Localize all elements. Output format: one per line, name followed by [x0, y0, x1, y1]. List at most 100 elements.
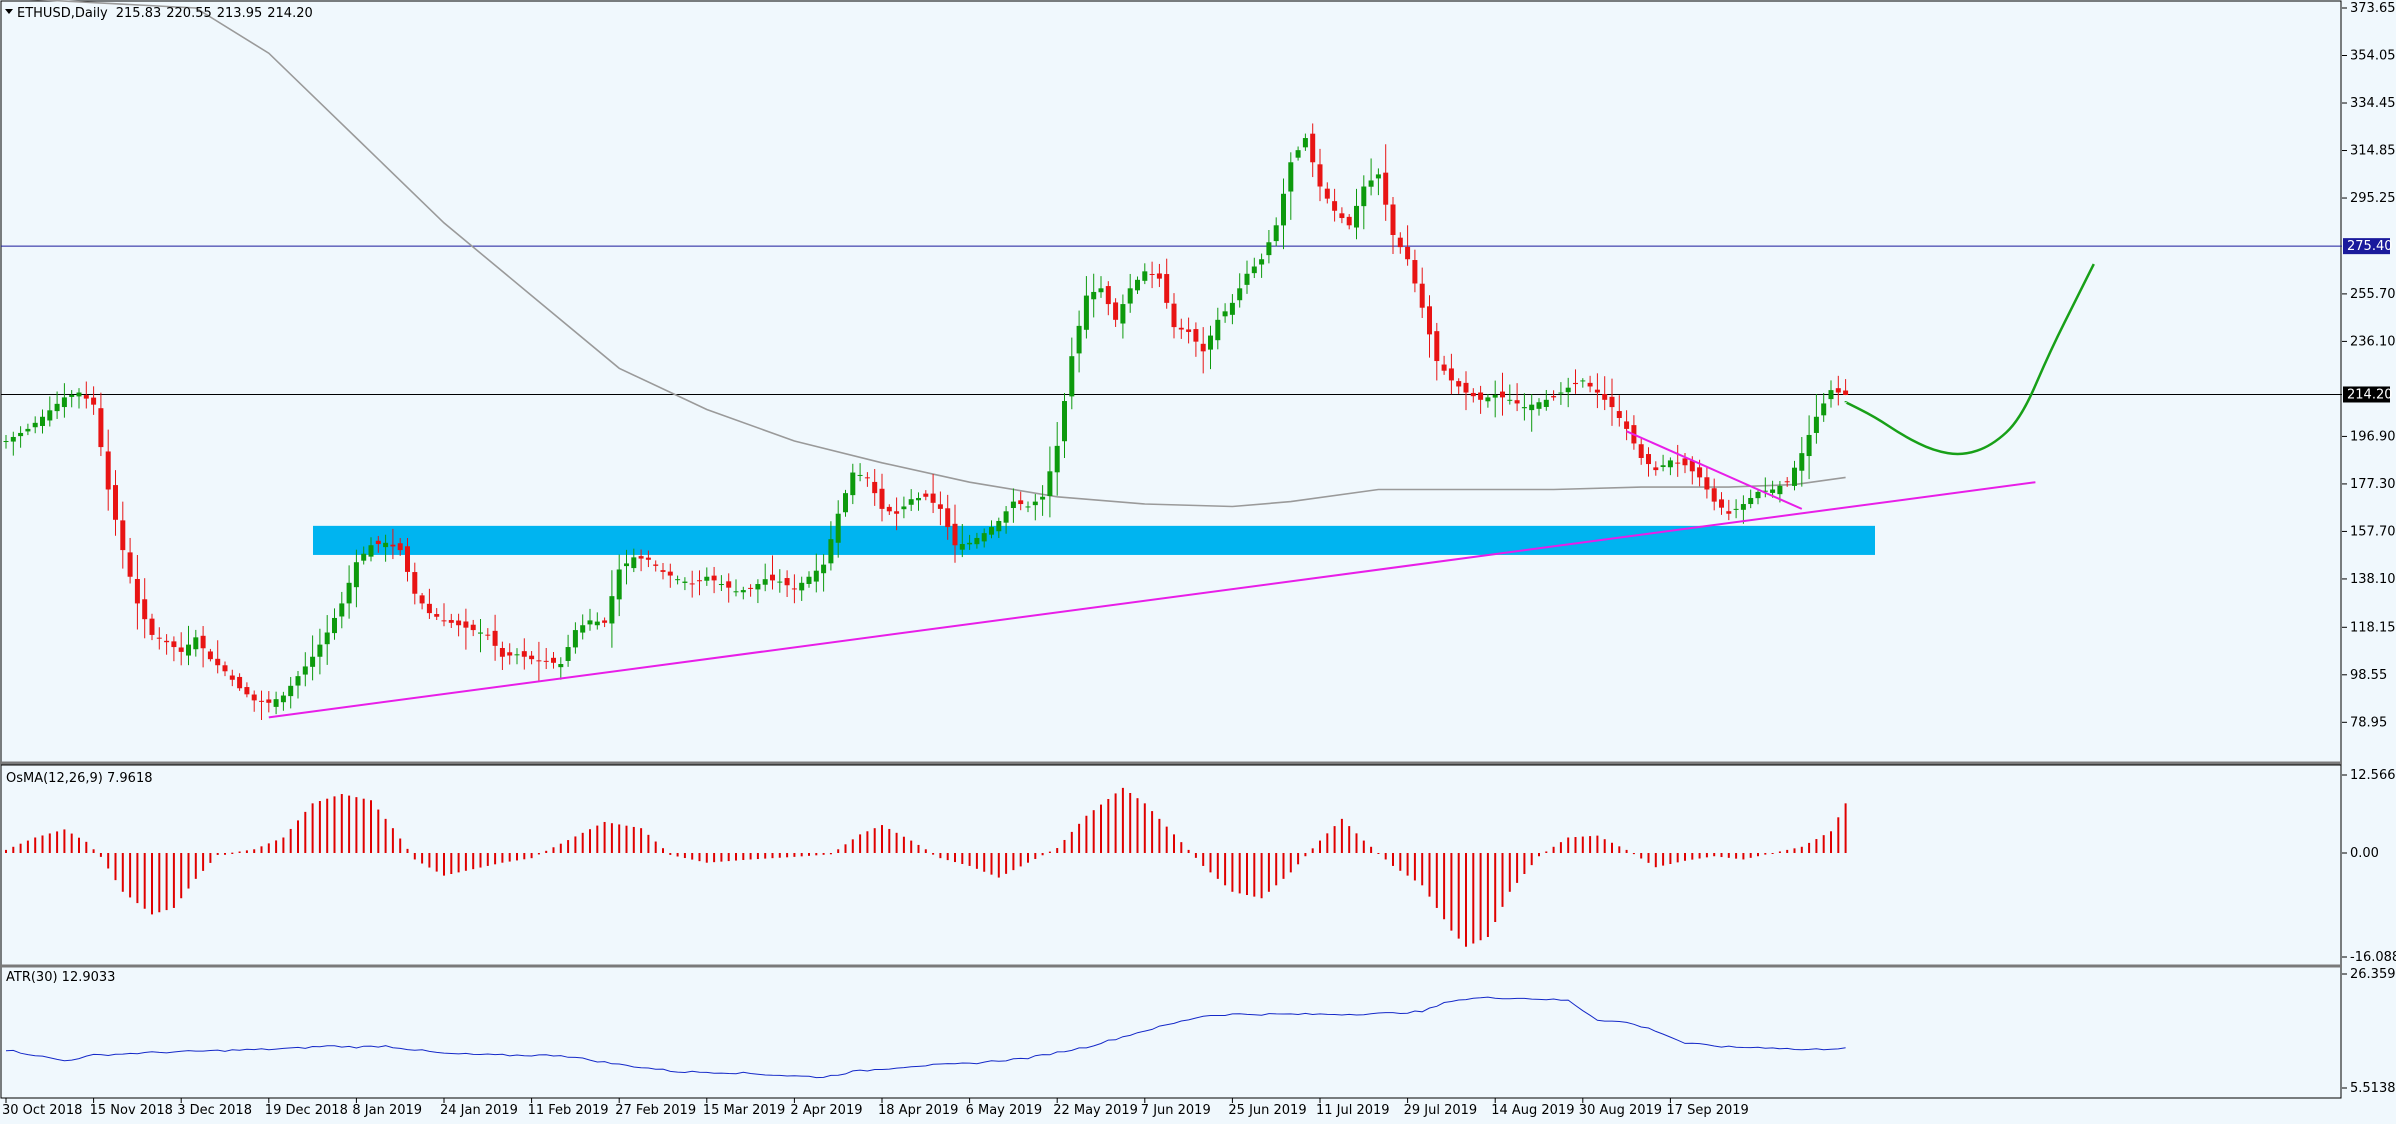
candle-body: [302, 666, 308, 675]
candle: [302, 652, 308, 687]
candle: [251, 690, 257, 712]
candle-body: [1675, 462, 1681, 464]
candle: [864, 472, 870, 487]
candle-body: [1032, 501, 1038, 506]
candle: [310, 635, 316, 681]
candle-body: [602, 620, 608, 623]
candle: [1470, 388, 1476, 403]
candle: [288, 676, 294, 709]
date-label: 17 Sep 2019: [1666, 1103, 1748, 1118]
candle: [1748, 489, 1754, 509]
candle-body: [1456, 381, 1462, 387]
candle: [1186, 317, 1192, 344]
candle-body: [32, 422, 38, 428]
candle: [120, 501, 126, 569]
candle-body: [1062, 401, 1067, 442]
candle: [142, 578, 148, 639]
candle: [843, 489, 848, 517]
level-tag-label-0: 275.40: [2347, 239, 2393, 254]
candle-body: [98, 408, 104, 448]
date-label: 8 Jan 2019: [352, 1103, 422, 1118]
candle: [1069, 337, 1075, 410]
candle: [770, 555, 775, 590]
candle: [1215, 307, 1221, 350]
candle-body: [799, 582, 805, 591]
price-axis-label: 118.15: [2350, 620, 2396, 635]
candle: [821, 554, 827, 592]
candle: [689, 570, 695, 598]
date-label: 22 May 2019: [1053, 1103, 1138, 1118]
candle: [353, 549, 359, 608]
candle-body: [156, 637, 162, 639]
candle: [945, 494, 951, 540]
candle-body: [507, 652, 513, 656]
candle-body: [207, 651, 213, 660]
candle-body: [1843, 390, 1849, 395]
candle-body: [1573, 382, 1578, 385]
candle: [1660, 454, 1666, 472]
candle: [1113, 298, 1119, 327]
candle: [558, 657, 564, 680]
candle: [1602, 376, 1608, 411]
candle: [1317, 148, 1323, 202]
candle-body: [244, 687, 250, 695]
candle: [1003, 506, 1009, 534]
candle: [952, 504, 958, 563]
candle: [660, 563, 666, 580]
candle: [426, 588, 432, 619]
candle-body: [974, 537, 980, 545]
candle-body: [1047, 471, 1053, 497]
candle: [113, 470, 118, 536]
candle: [244, 682, 250, 698]
candle: [1456, 378, 1462, 394]
candle: [178, 632, 184, 666]
candle-body: [405, 546, 410, 572]
candle: [1010, 488, 1016, 523]
date-label: 19 Dec 2018: [265, 1103, 348, 1118]
candle: [1237, 273, 1243, 308]
ohlc-close: 214.20: [267, 6, 313, 21]
candle-body: [1616, 411, 1622, 418]
candle-body: [1434, 331, 1440, 362]
candle: [412, 562, 418, 605]
trendline-1: [1626, 430, 1803, 510]
candle-body: [1806, 434, 1812, 457]
candle: [1149, 261, 1155, 289]
candle: [368, 537, 374, 562]
candle-body: [10, 436, 16, 442]
candle-body: [1098, 288, 1104, 293]
candle: [1062, 393, 1067, 458]
date-label: 3 Dec 2018: [177, 1103, 252, 1118]
candle: [989, 520, 994, 539]
dropdown-triangle-icon[interactable]: [5, 9, 13, 14]
candle-body: [1018, 500, 1024, 505]
candle-body: [879, 488, 885, 509]
candle: [1616, 395, 1622, 427]
candle: [40, 409, 45, 434]
candle-body: [69, 394, 75, 397]
ohlc-open: 215.83: [116, 6, 162, 21]
candle-body: [426, 603, 432, 614]
date-label: 24 Jan 2019: [440, 1103, 518, 1118]
candle-body: [1186, 329, 1192, 332]
candle: [572, 622, 578, 654]
candle-body: [813, 570, 819, 582]
candle-body: [1653, 467, 1659, 471]
candle: [1142, 263, 1148, 285]
candle: [1492, 380, 1498, 418]
candle-body: [1726, 511, 1732, 514]
timeframe-label: Daily: [75, 6, 108, 21]
candle-body: [1697, 467, 1703, 478]
candle: [930, 474, 936, 514]
candle: [1653, 461, 1659, 476]
candle-body: [1083, 295, 1089, 330]
candle: [441, 603, 447, 627]
candle: [996, 517, 1002, 538]
candle-body: [521, 651, 527, 657]
candle: [61, 383, 67, 418]
candle-body: [580, 625, 586, 633]
candle: [1529, 394, 1535, 432]
price-axis-label: 196.90: [2350, 429, 2396, 444]
candle: [1609, 378, 1615, 426]
